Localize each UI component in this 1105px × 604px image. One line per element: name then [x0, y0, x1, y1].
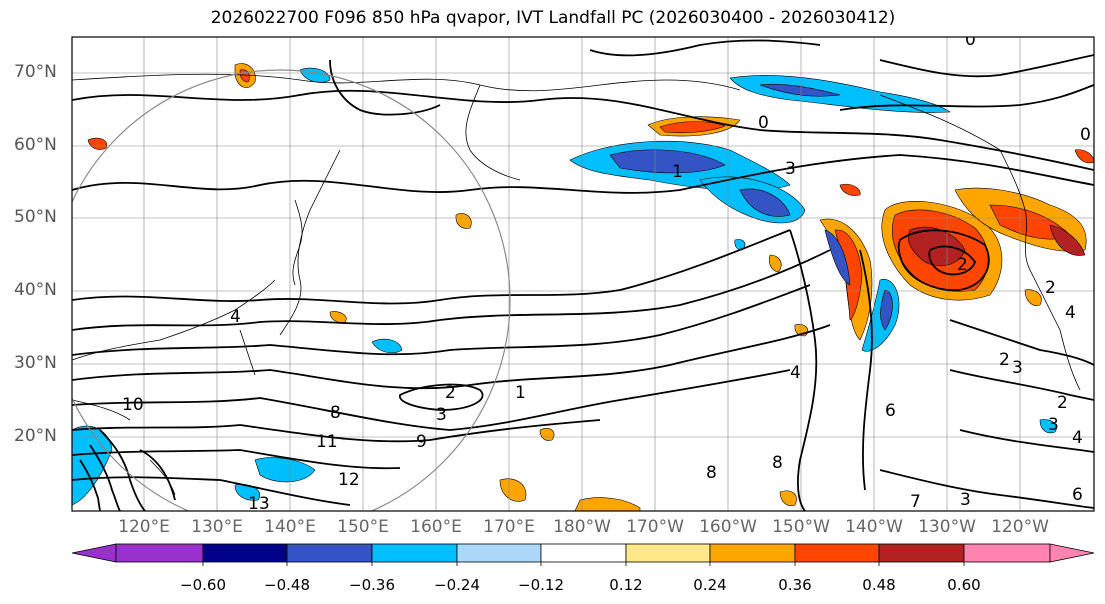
contour-label: 4: [1065, 303, 1076, 323]
contour-label: 8: [330, 403, 341, 423]
contour-label: 3: [1012, 358, 1023, 378]
colorbar-segment: [286, 543, 373, 563]
lon-label: 120°W: [991, 517, 1049, 537]
lat-label: 20°N: [14, 426, 57, 446]
reference-circle: [72, 69, 511, 511]
contour-label: 4: [1072, 428, 1083, 448]
lat-label: 70°N: [14, 62, 57, 82]
lat-label: 30°N: [14, 353, 57, 373]
contour-label: 2: [1057, 393, 1068, 413]
lon-label: 130°W: [918, 517, 976, 537]
colorbar-segment: [709, 543, 796, 563]
contour-label: 11: [316, 432, 338, 452]
colorbar-segment: [963, 543, 1051, 563]
colorbar-tick-label: 0.60: [947, 576, 981, 594]
lon-label: 180°W: [553, 517, 611, 537]
contour-label: 13: [248, 494, 270, 514]
colorbar-segment: [371, 543, 458, 563]
colorbar-segment: [878, 543, 965, 563]
lon-label: 160°W: [699, 517, 757, 537]
lon-label: 150°W: [772, 517, 830, 537]
contour-label: 9: [416, 432, 427, 452]
colorbar-tick-label: 0.36: [778, 576, 812, 594]
contour-label: 0: [758, 113, 769, 133]
coastlines: [72, 73, 1081, 496]
colorbar-segment: [202, 543, 288, 563]
colorbar-segment: [794, 543, 880, 563]
contour-label: 3: [436, 405, 447, 425]
colorbar-tick-label: 0.24: [693, 576, 727, 594]
lon-label: 170°W: [626, 517, 684, 537]
contour-label: 7: [910, 492, 921, 512]
lat-label: 60°N: [14, 135, 57, 155]
contour-label: 6: [885, 401, 896, 421]
lat-label: 40°N: [14, 280, 57, 300]
contour-label: 4: [230, 307, 241, 327]
contour-label: 0: [1080, 125, 1091, 145]
colorbar-segment: [625, 543, 711, 563]
colorbar-tick-label: 0.12: [609, 576, 643, 594]
colorbar-extend-low: [71, 543, 117, 563]
colorbar-segment: [115, 543, 204, 563]
contour-label: 2: [1045, 278, 1056, 298]
contour-label: 3: [960, 490, 971, 510]
contour-label: 10: [122, 395, 144, 415]
lon-label: 170°E: [483, 517, 535, 537]
colorbar: [71, 543, 1095, 566]
lon-label: 120°E: [118, 517, 170, 537]
contours: [72, 39, 1094, 511]
colorbar-tick-label: −0.12: [518, 576, 564, 594]
map-title: 2026022700 F096 850 hPa qvapor, IVT Land…: [210, 8, 896, 28]
colorbar-segment: [540, 543, 627, 563]
colorbar-tick-label: −0.24: [434, 576, 480, 594]
contour-labels: 0 0 0 1 2 2 3 3 4 6 8 9 10 11 12 13 2 3 …: [122, 30, 1091, 514]
contour-label: 3: [1048, 415, 1059, 435]
lon-label: 160°E: [410, 517, 462, 537]
contour-label: 2: [445, 383, 456, 403]
lon-label: 130°E: [191, 517, 243, 537]
colorbar-tick-label: −0.60: [180, 576, 226, 594]
map-frame: [71, 36, 1095, 512]
contour-label: 1: [672, 162, 683, 182]
colorbar-tick-label: −0.48: [264, 576, 310, 594]
contour-label: 1: [515, 383, 526, 403]
colorbar-tick-label: −0.36: [349, 576, 395, 594]
colorbar-segment: [456, 543, 542, 563]
contour-label: 0: [965, 30, 976, 50]
lat-label: 50°N: [14, 207, 57, 227]
contour-label: 3: [785, 159, 796, 179]
contour-label: 2: [999, 350, 1010, 370]
lon-label: 150°E: [337, 517, 389, 537]
lon-label: 140°W: [845, 517, 903, 537]
contour-label: 6: [1072, 485, 1083, 505]
contour-label: 12: [338, 470, 360, 490]
contour-label: 8: [772, 453, 783, 473]
contour-label: 4: [790, 363, 801, 383]
contour-label: 8: [706, 463, 717, 483]
colorbar-tick-label: 0.48: [862, 576, 896, 594]
lon-label: 140°E: [264, 517, 316, 537]
colorbar-extend-high: [1049, 543, 1095, 563]
contour-label: 2: [957, 255, 968, 275]
